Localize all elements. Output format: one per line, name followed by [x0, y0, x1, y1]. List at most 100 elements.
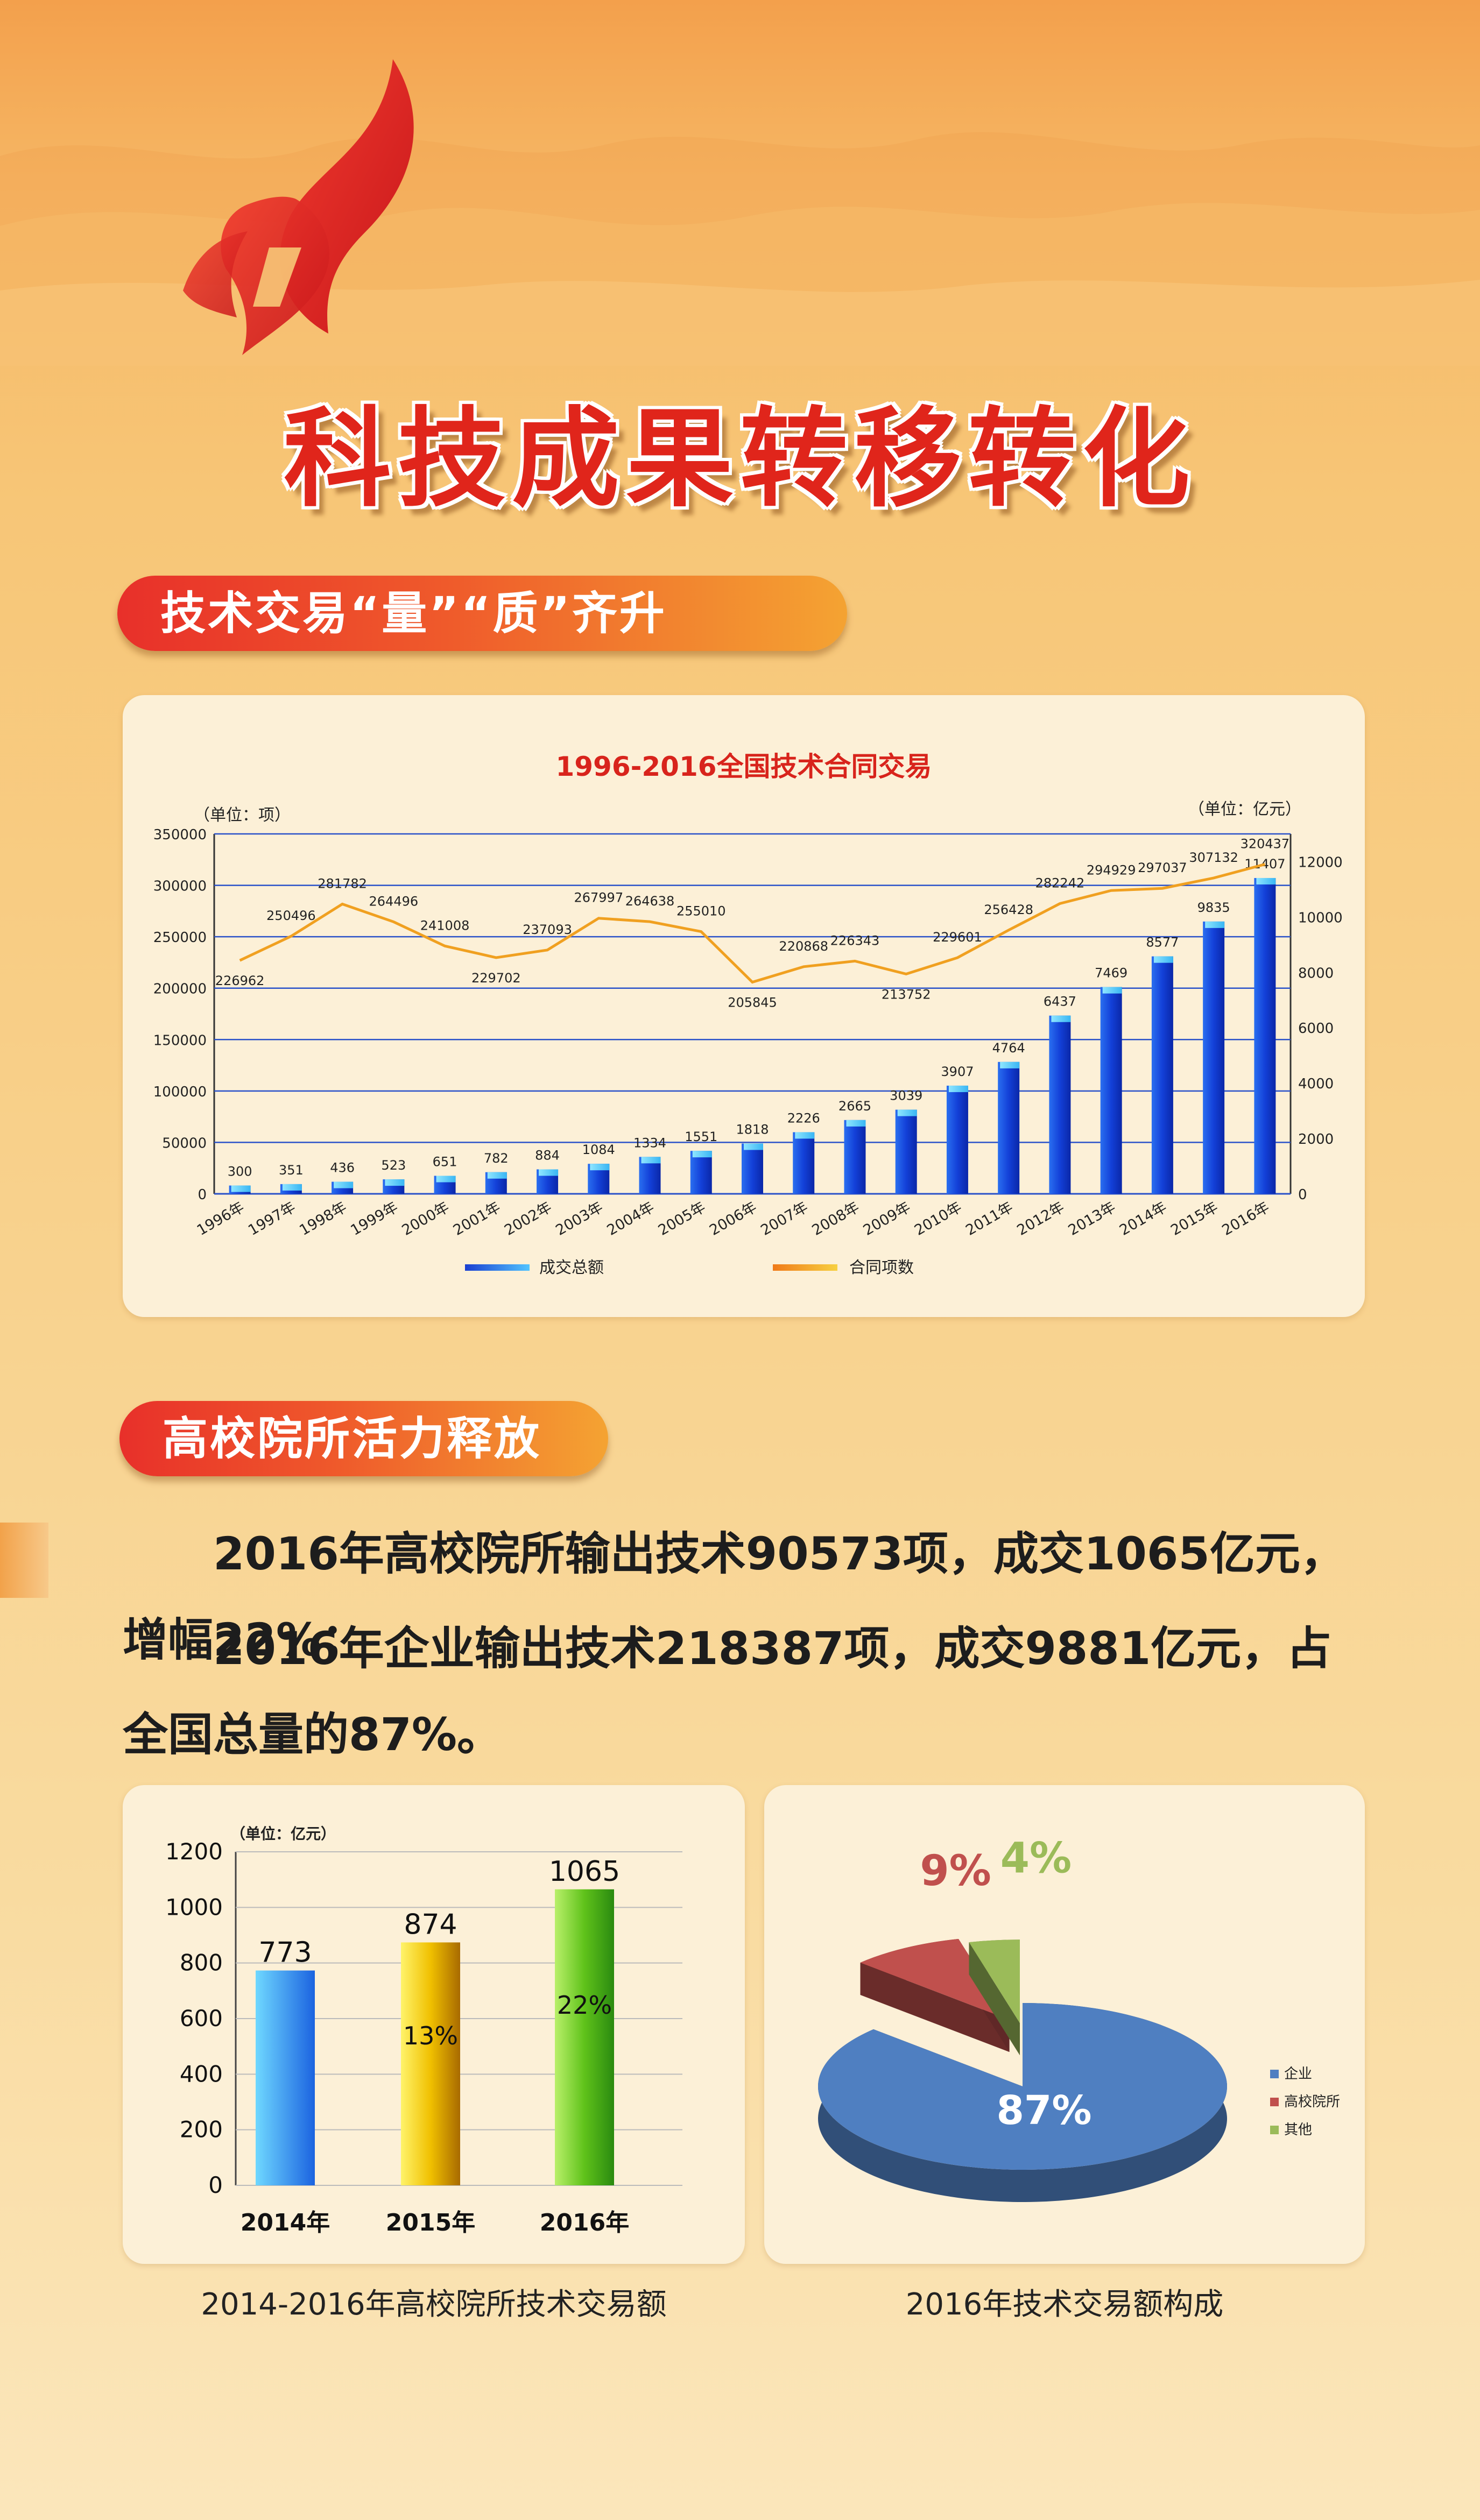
amount-bar: [844, 1120, 866, 1194]
x-tick-label: 2002年: [502, 1199, 554, 1239]
pie-slice-label: 9%: [920, 1847, 991, 1895]
university-bar: [401, 1942, 460, 2185]
left-tick-label: 100000: [153, 1084, 207, 1100]
y-tick-label: 600: [180, 2005, 223, 2031]
amount-data-label: 1818: [736, 1122, 769, 1137]
pie-slice: [969, 1939, 1020, 2023]
legend-label: 高校院所: [1284, 2094, 1340, 2110]
x-tick-label: 2005年: [656, 1199, 708, 1239]
x-tick-label: 2009年: [861, 1199, 913, 1239]
caption-university-chart: 2014-2016年高校院所技术交易额: [201, 2287, 667, 2322]
y-tick-label: 1000: [165, 1894, 223, 1920]
amount-bar: [1203, 921, 1225, 1194]
amount-bar: [1049, 1015, 1071, 1194]
bar-value-label: 874: [404, 1908, 457, 1941]
pie-slice: [818, 2003, 1227, 2170]
left-axis-unit: （单位：项）: [194, 806, 291, 825]
x-tick-label: 2003年: [553, 1199, 605, 1239]
count-data-label: 241008: [420, 918, 470, 933]
amount-data-label: 6437: [1044, 994, 1076, 1009]
amount-bar: [1100, 987, 1122, 1194]
x-tick-label: 2016年: [1219, 1199, 1272, 1239]
amount-bar-cap: [385, 1179, 405, 1186]
amount-bar-cap: [641, 1157, 661, 1164]
amount-bar: [1254, 877, 1276, 1194]
contract-count-polyline: [239, 863, 1266, 984]
right-tick-label: 6000: [1298, 1021, 1334, 1037]
amount-bar: [742, 1143, 763, 1194]
pie-slice-label: 4%: [1000, 1834, 1072, 1882]
y-tick-label: 800: [180, 1950, 223, 1976]
bar-value-label: 773: [258, 1937, 312, 1969]
count-data-label: 205845: [728, 995, 777, 1010]
legend-swatch-amount: [465, 1264, 530, 1271]
chart-gridlines: [213, 833, 1292, 1195]
amount-data-label: 1334: [633, 1135, 666, 1150]
amount-bar-cap: [334, 1181, 354, 1188]
amount-data-label: 351: [279, 1163, 304, 1178]
left-tick-label: 50000: [162, 1135, 207, 1151]
x-tick-label: 1997年: [245, 1199, 298, 1239]
x-tick-label: 2016年: [540, 2209, 629, 2236]
page-title: 科技成果转移转化: [283, 397, 1196, 522]
x-tick-label: 2008年: [809, 1199, 862, 1239]
count-data-label: 264496: [369, 894, 419, 909]
right-tick-label: 10000: [1298, 910, 1343, 926]
left-tick-label: 250000: [153, 930, 207, 946]
section-header-label: 高校院所活力释放: [163, 1412, 542, 1465]
x-tick-label: 2014年: [241, 2209, 330, 2236]
combo-chart: 1996-2016全国技术合同交易 （单位：项） （单位：亿元） 3500003…: [153, 751, 1343, 1277]
amount-data-label: 3039: [890, 1088, 922, 1103]
count-data-label: 294929: [1087, 862, 1136, 877]
amount-data-label: 523: [381, 1158, 406, 1173]
amount-bar: [998, 1061, 1020, 1194]
amount-data-label: 2226: [787, 1110, 820, 1125]
pie-slices: 87% 9% 4%: [818, 1834, 1227, 2202]
section-header-label: 技术交易“量”“质”齐升: [160, 587, 667, 640]
amount-data-label: 7469: [1095, 966, 1127, 981]
amount-bar-cap: [897, 1109, 917, 1116]
bar-chart-y-ticks: 1200 1000 800 600 400 200 0: [165, 1838, 223, 2198]
count-data-label: 229702: [471, 971, 521, 986]
x-tick-label: 2010年: [912, 1199, 964, 1239]
chart-legend: 成交总额 合同项数: [465, 1258, 914, 1277]
amount-bar: [1151, 956, 1173, 1194]
left-tick-label: 350000: [153, 827, 207, 843]
bar-growth-label: 22%: [557, 1991, 612, 2020]
amount-bar-cap: [846, 1120, 866, 1127]
count-data-label: 281782: [318, 876, 367, 891]
amount-data-label: 3907: [941, 1064, 974, 1079]
amount-data-label: 300: [228, 1164, 252, 1179]
legend-swatch: [1270, 2098, 1279, 2106]
count-data-label: 282242: [1035, 876, 1085, 891]
amount-bar-cap: [590, 1164, 610, 1171]
right-tick-label: 8000: [1298, 965, 1334, 981]
y-tick-label: 0: [208, 2172, 223, 2198]
count-data-label: 264638: [625, 894, 675, 909]
left-tick-label: 300000: [153, 879, 207, 895]
right-axis-ticks: 12000 10000 8000 6000 4000 2000 0: [1298, 854, 1343, 1203]
amount-bars: 300 351 436 523 651 782 884 1084 1334 1551 1818 222…: [228, 856, 1286, 1194]
bar-growth-label: 13%: [403, 2021, 458, 2050]
left-tick-label: 150000: [153, 1032, 207, 1049]
count-data-label: 297037: [1138, 860, 1187, 875]
amount-bar-cap: [1102, 987, 1122, 994]
bar-chart-unit: （单位：亿元）: [230, 1825, 336, 1843]
pie-slice-edge: [969, 1942, 1020, 2056]
x-tick-label: 1996年: [194, 1199, 247, 1239]
pie-slice-edge: [860, 1962, 1010, 2052]
amount-data-label: 651: [433, 1154, 457, 1169]
x-tick-label: 2006年: [707, 1199, 759, 1239]
count-data-label: 220868: [779, 939, 828, 954]
university-bar: [256, 1970, 315, 2185]
amount-bar: [793, 1132, 815, 1194]
amount-bar-cap: [487, 1172, 507, 1179]
section-header-trade: 技术交易“量”“质”齐升: [117, 576, 847, 651]
bar-value-label: 1065: [549, 1856, 620, 1888]
x-tick-label: 1998年: [297, 1199, 349, 1239]
pie-chart-panel: 87% 9% 4% 企业 高校院所 其他: [764, 1785, 1365, 2264]
legend-swatch-count: [773, 1264, 837, 1271]
x-tick-label: 2013年: [1066, 1199, 1118, 1239]
university-bar-chart-panel: （单位：亿元） 1200 1000 800 600 400 200 0 773 2014年 87…: [123, 1785, 745, 2264]
amount-data-label: 436: [330, 1160, 355, 1176]
